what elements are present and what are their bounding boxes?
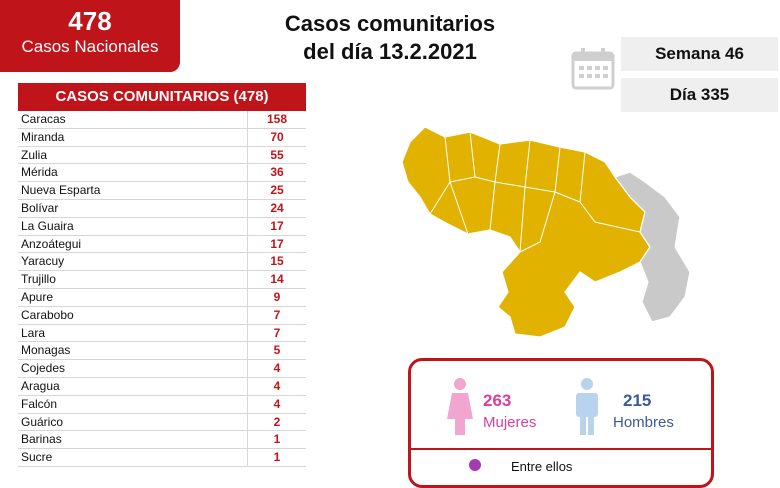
state-name: Trujillo bbox=[21, 272, 56, 287]
table-row: Sucre 1 bbox=[18, 449, 306, 467]
page-title: Casos comunitarios del día 13.2.2021 bbox=[230, 10, 550, 66]
men-label: Hombres bbox=[613, 414, 674, 431]
state-cases: 9 bbox=[247, 288, 306, 306]
week-badge: Semana 46 bbox=[621, 37, 778, 71]
state-name: Anzoátegui bbox=[21, 236, 82, 251]
state-cases: 4 bbox=[247, 360, 306, 377]
cases-table: CASOS COMUNITARIOS (478) Caracas 158 Mira… bbox=[18, 83, 306, 467]
state-cases: 7 bbox=[247, 324, 306, 342]
state-cases: 24 bbox=[247, 199, 306, 217]
state-cases: 36 bbox=[247, 164, 306, 182]
title-line-2: del día 13.2.2021 bbox=[303, 39, 477, 64]
table-row: Guárico 2 bbox=[18, 413, 306, 432]
table-row: Apure 9 bbox=[18, 288, 306, 307]
gender-panel: 263 Mujeres 215 Hombres Entre ellos bbox=[408, 358, 714, 488]
table-row: La Guaira 17 bbox=[18, 217, 306, 236]
state-cases: 4 bbox=[247, 395, 306, 413]
state-cases: 4 bbox=[247, 377, 306, 395]
national-cases-total: 478 bbox=[68, 6, 112, 36]
table-row: Aragua 4 bbox=[18, 377, 306, 396]
state-name: Sucre bbox=[21, 450, 53, 465]
table-row: Miranda 70 bbox=[18, 128, 306, 147]
state-name: Lara bbox=[21, 325, 46, 340]
state-cases: 55 bbox=[247, 146, 306, 164]
state-name: Barinas bbox=[21, 432, 62, 447]
women-label: Mujeres bbox=[483, 414, 537, 431]
state-name: Guárico bbox=[21, 414, 64, 429]
state-cases: 158 bbox=[247, 111, 306, 128]
men-count: 215 bbox=[623, 391, 652, 410]
state-name: Bolívar bbox=[21, 200, 59, 215]
table-row: Caracas 158 bbox=[18, 111, 306, 129]
map-region-affected bbox=[401, 126, 651, 338]
state-name: Falcón bbox=[21, 396, 58, 411]
women-count: 263 bbox=[483, 391, 512, 410]
state-cases: 70 bbox=[247, 128, 306, 146]
venezuela-map bbox=[401, 126, 691, 338]
state-cases: 1 bbox=[247, 431, 306, 449]
state-cases: 2 bbox=[247, 413, 306, 431]
table-row: Lara 7 bbox=[18, 324, 306, 343]
state-name: Aragua bbox=[21, 378, 60, 393]
state-name: Mérida bbox=[21, 165, 58, 180]
state-cases: 15 bbox=[247, 253, 306, 271]
table-row: Nueva Esparta 25 bbox=[18, 182, 306, 200]
woman-icon bbox=[447, 378, 473, 435]
note-text: Entre ellos bbox=[511, 459, 573, 474]
state-cases: 7 bbox=[247, 306, 306, 324]
state-cases: 17 bbox=[247, 217, 306, 235]
map-state-borders bbox=[429, 131, 641, 253]
state-name: Yaracuy bbox=[21, 254, 65, 269]
table-row: Cojedes 4 bbox=[18, 360, 306, 378]
state-name: Zulia bbox=[21, 147, 48, 162]
cases-table-title: CASOS COMUNITARIOS (478) bbox=[18, 83, 306, 111]
table-row: Monagas 5 bbox=[18, 342, 306, 361]
table-row: Yaracuy 15 bbox=[18, 253, 306, 272]
state-name: Caracas bbox=[21, 112, 66, 126]
national-cases-label: Casos Nacionales bbox=[21, 37, 159, 56]
state-cases: 1 bbox=[247, 449, 306, 466]
state-name: Cojedes bbox=[21, 361, 66, 376]
panel-divider bbox=[411, 448, 711, 450]
state-name: Apure bbox=[21, 289, 54, 304]
bullet-dot bbox=[469, 459, 481, 471]
man-icon bbox=[576, 378, 598, 435]
state-cases: 5 bbox=[247, 342, 306, 360]
state-name: La Guaira bbox=[21, 218, 74, 233]
table-row: Trujillo 14 bbox=[18, 271, 306, 289]
table-row: Zulia 55 bbox=[18, 146, 306, 165]
table-row: Mérida 36 bbox=[18, 164, 306, 183]
table-row: Anzoátegui 17 bbox=[18, 235, 306, 254]
state-name: Miranda bbox=[21, 129, 65, 144]
state-cases: 17 bbox=[247, 235, 306, 253]
map-region-unaffected bbox=[614, 171, 691, 323]
title-line-1: Casos comunitarios bbox=[284, 11, 496, 36]
table-row: Barinas 1 bbox=[18, 431, 306, 450]
day-badge: Día 335 bbox=[621, 78, 778, 112]
state-cases: 25 bbox=[247, 182, 306, 199]
national-cases-box: 478 Casos Nacionales bbox=[0, 0, 180, 72]
table-row: Bolívar 24 bbox=[18, 199, 306, 218]
state-name: Carabobo bbox=[21, 307, 74, 322]
state-name: Monagas bbox=[21, 343, 71, 358]
table-row: Carabobo 7 bbox=[18, 306, 306, 325]
calendar-icon bbox=[571, 48, 615, 90]
state-cases: 14 bbox=[247, 271, 306, 288]
state-name: Nueva Esparta bbox=[21, 183, 101, 198]
table-row: Falcón 4 bbox=[18, 395, 306, 414]
